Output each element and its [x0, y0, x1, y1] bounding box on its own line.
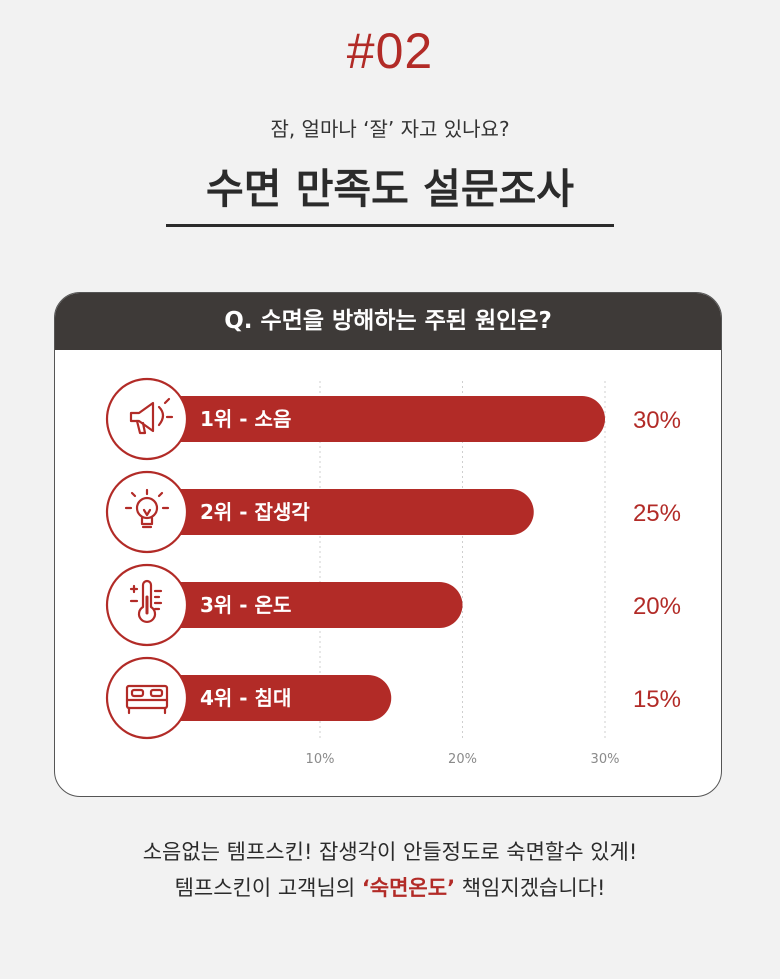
icon-circle	[105, 470, 189, 554]
title-underline	[166, 224, 614, 227]
category-label: 1위 - 소음	[200, 407, 291, 431]
megaphone-icon	[129, 397, 174, 435]
footer-line-2-post: 책임지겠습니다!	[455, 876, 606, 900]
icon-circle	[105, 656, 189, 740]
survey-card: Q. 수면을 방해하는 주된 원인은? 10% 20% 30% 1위 - 소음 30% 2…	[54, 292, 722, 797]
category-label: 4위 - 침대	[200, 686, 291, 710]
x-tick-label: 30%	[591, 752, 620, 767]
footer-line-1: 소음없는 템프스킨! 잡생각이 안들정도로 숙면할수 있게!	[142, 840, 638, 864]
footer-line-2: 템프스킨이 고객님의 ‘숙면온도’ 책임지겠습니다!	[0, 870, 780, 906]
category-label: 2위 - 잡생각	[200, 500, 310, 524]
x-tick-label: 10%	[306, 752, 335, 767]
page-title: 수면 만족도 설문조사	[205, 165, 575, 213]
footer-line-2-pre: 템프스킨이 고객님의	[174, 876, 362, 900]
footer-highlight: ‘숙면온도’	[361, 876, 456, 900]
x-tick-label: 20%	[448, 752, 477, 767]
value-label: 25%	[633, 500, 681, 527]
thermometer-icon	[129, 579, 163, 624]
bar	[135, 489, 534, 535]
bar	[135, 675, 392, 721]
bar-chart: 10% 20% 30% 1위 - 소음 30% 2위 - 잡생각 25% 3위 - 온도 20%…	[105, 377, 681, 767]
section-number: #02	[346, 23, 434, 79]
footer-text: 소음없는 템프스킨! 잡생각이 안들정도로 숙면할수 있게! 템프스킨이 고객님…	[0, 834, 780, 906]
bar	[135, 582, 463, 628]
question-header: Q. 수면을 방해하는 주된 원인은?	[55, 293, 721, 350]
value-label: 15%	[633, 686, 681, 713]
value-label: 30%	[633, 407, 681, 434]
lightbulb-icon	[124, 488, 170, 529]
bed-icon	[125, 684, 169, 715]
subtitle: 잠, 얼마나 ‘잘’ 자고 있나요?	[270, 117, 510, 141]
icon-circle	[105, 377, 189, 461]
bar	[135, 396, 605, 442]
category-label: 3위 - 온도	[200, 593, 291, 617]
value-label: 20%	[633, 593, 681, 620]
